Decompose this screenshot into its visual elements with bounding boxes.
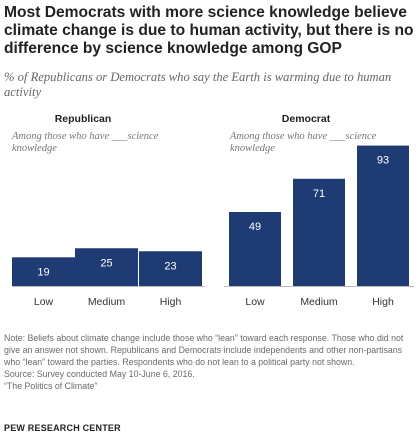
bar — [357, 145, 409, 286]
bar — [293, 178, 345, 286]
chart-subtitle: % of Republicans or Democrats who say th… — [4, 70, 392, 99]
panel-subtitle-line: knowledge — [12, 143, 57, 154]
category-label: High — [160, 296, 182, 308]
data-label: 49 — [249, 221, 261, 233]
data-label: 71 — [313, 188, 325, 200]
org-name: PEW RESEARCH CENTER — [4, 423, 121, 433]
data-label: 93 — [377, 155, 389, 167]
panel-subtitle-line: knowledge — [230, 143, 275, 154]
source-text: Source: Survey conducted May 10-June 6, … — [4, 369, 195, 379]
panel-title: Republican — [55, 113, 112, 125]
data-label: 23 — [164, 260, 176, 272]
category-label: Low — [245, 296, 265, 308]
panel-subtitle-line: Among those who have ___science — [11, 131, 159, 142]
data-label: 25 — [100, 257, 112, 269]
report-title: “The Politics of Climate” — [4, 381, 98, 391]
bar — [75, 248, 138, 286]
bar — [229, 212, 281, 286]
panel-subtitle-line: Among those who have ___science — [229, 131, 377, 142]
bar — [139, 251, 202, 286]
category-label: High — [372, 296, 394, 308]
category-label: Low — [34, 296, 54, 308]
category-label: Medium — [300, 296, 338, 308]
data-label: 19 — [37, 266, 49, 278]
chart-title: Most Democrats with more science knowled… — [4, 4, 414, 57]
footnotes: Note: Beliefs about climate change inclu… — [4, 332, 416, 392]
category-label: Medium — [88, 296, 126, 308]
panel-title: Democrat — [282, 113, 331, 125]
note-text: Note: Beliefs about climate change inclu… — [4, 333, 404, 367]
bar — [12, 257, 75, 286]
